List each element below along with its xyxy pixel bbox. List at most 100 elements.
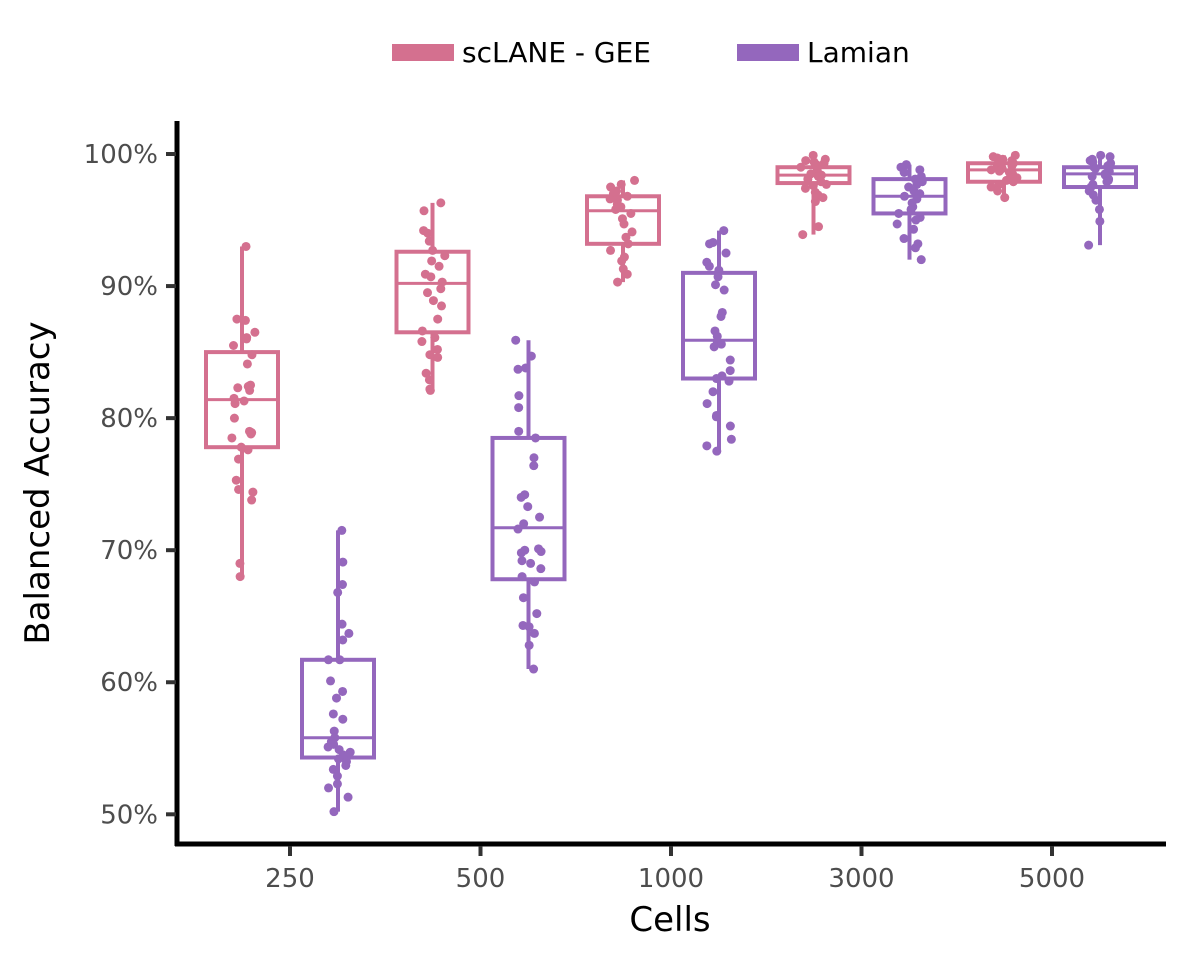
data-point: [242, 334, 252, 344]
data-point: [818, 193, 828, 203]
data-point: [242, 359, 252, 369]
box: [300, 657, 376, 760]
data-point: [328, 764, 338, 774]
data-point: [1000, 193, 1010, 203]
data-point: [424, 375, 434, 385]
data-point: [702, 399, 712, 409]
data-point: [234, 454, 244, 464]
data-point: [704, 261, 714, 271]
data-point: [711, 280, 721, 290]
data-point: [726, 434, 736, 444]
data-point: [819, 158, 829, 168]
data-point: [250, 327, 260, 337]
data-point: [724, 376, 734, 386]
data-point: [246, 429, 256, 439]
data-point: [323, 655, 333, 665]
data-point: [623, 239, 633, 249]
data-point: [892, 219, 902, 229]
data-point: [986, 182, 996, 192]
data-point: [343, 792, 353, 802]
data-point: [436, 198, 446, 208]
y-axis-title: Balanced Accuracy: [18, 321, 58, 644]
data-point: [894, 208, 904, 218]
data-point: [231, 475, 241, 485]
legend-label: scLANE - GEE: [462, 36, 651, 69]
data-point: [243, 445, 253, 455]
data-point: [1095, 216, 1105, 226]
data-point: [428, 296, 438, 306]
data-point: [1105, 152, 1115, 162]
data-point: [234, 484, 244, 494]
data-point: [705, 239, 715, 249]
data-point: [622, 269, 632, 279]
data-point: [513, 364, 523, 374]
data-point: [1102, 177, 1112, 187]
data-point: [236, 442, 246, 452]
data-point: [426, 272, 436, 282]
data-point: [344, 628, 354, 638]
data-point: [424, 236, 434, 246]
data-point: [228, 340, 238, 350]
data-point: [247, 350, 257, 360]
data-point: [725, 366, 735, 376]
x-tick-label: 500: [456, 864, 506, 894]
data-point: [906, 204, 916, 214]
data-point: [725, 355, 735, 365]
data-point: [910, 243, 920, 253]
data-point: [821, 179, 831, 189]
x-tick-label: 5000: [1019, 864, 1085, 894]
data-point: [899, 191, 909, 201]
data-point: [338, 557, 348, 567]
data-point: [425, 385, 435, 395]
data-point: [622, 191, 632, 201]
data-point: [337, 525, 347, 535]
data-point: [423, 228, 433, 238]
data-point: [326, 676, 336, 686]
box-group: [775, 150, 852, 240]
data-point: [529, 461, 539, 471]
box-group: [394, 198, 471, 395]
data-point: [329, 726, 339, 736]
data-point: [529, 664, 539, 674]
box-group: [490, 335, 567, 674]
data-point: [233, 383, 243, 393]
data-point: [432, 344, 442, 354]
data-point: [514, 426, 524, 436]
data-point: [517, 572, 527, 582]
data-point: [536, 564, 546, 574]
data-point: [511, 335, 521, 345]
data-point: [899, 168, 909, 178]
data-point: [714, 265, 724, 275]
data-point: [523, 502, 533, 512]
data-point: [810, 197, 820, 207]
data-point: [324, 783, 334, 793]
data-point: [719, 285, 729, 295]
data-point: [417, 337, 427, 347]
box: [1062, 165, 1138, 190]
data-point: [986, 165, 996, 175]
data-point: [529, 453, 539, 463]
data-point: [721, 248, 731, 258]
data-point: [796, 162, 806, 172]
data-point: [434, 261, 444, 271]
data-point: [235, 572, 245, 582]
data-point: [235, 558, 245, 568]
data-point: [241, 241, 251, 251]
data-point: [440, 251, 450, 261]
data-point: [713, 272, 723, 282]
data-point: [521, 363, 531, 373]
data-point: [337, 580, 347, 590]
data-point: [613, 277, 623, 287]
data-point: [332, 779, 342, 789]
data-point: [247, 495, 257, 505]
y-tick-label: 50%: [100, 800, 158, 830]
data-point: [332, 693, 342, 703]
data-point: [814, 222, 824, 232]
data-point: [526, 351, 536, 361]
box-group: [966, 150, 1042, 203]
data-point: [333, 754, 343, 764]
data-point: [524, 640, 534, 650]
box: [681, 270, 757, 381]
data-point: [245, 385, 255, 395]
data-point: [345, 747, 355, 757]
